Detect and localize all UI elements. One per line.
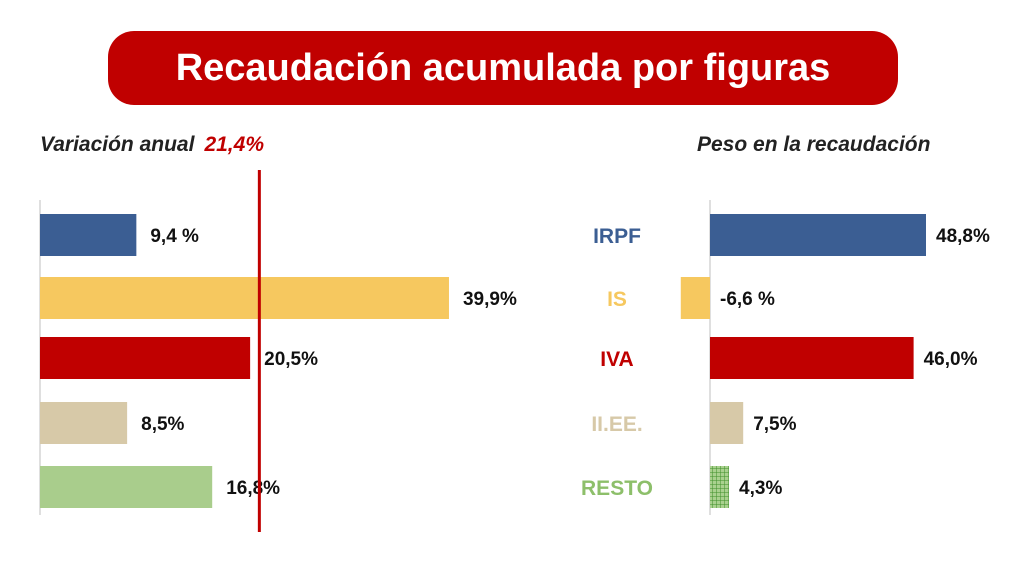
left-value-label: 20,5% [264, 349, 318, 370]
chart-title: Recaudación acumulada por figuras [175, 46, 831, 89]
left-bar-iiee [40, 402, 128, 444]
right-value-label: 48,8% [936, 226, 990, 247]
right-bar-irpf [710, 214, 926, 256]
category-label: RESTO [581, 477, 653, 500]
right-value-label: 4,3% [739, 478, 782, 499]
left-bar-irpf [40, 214, 137, 256]
left-value-label: 8,5% [141, 414, 184, 435]
total-variation: 21,4% [204, 133, 264, 156]
left-subtitle-text: Variación anual [40, 133, 195, 156]
left-value-label: 9,4 % [150, 226, 199, 247]
category-label: IRPF [593, 225, 641, 248]
right-subtitle: Peso en la recaudación [697, 133, 931, 156]
left-bar-is [40, 277, 449, 319]
left-bar-resto [40, 466, 213, 508]
right-bar-resto [710, 466, 730, 508]
right-value-label: -6,6 % [720, 289, 775, 310]
left-bar-iva [40, 337, 251, 379]
right-bar-iva [710, 337, 914, 379]
category-label: IVA [600, 348, 633, 371]
category-label: II.EE. [591, 413, 642, 436]
title-banner: Recaudación acumulada por figuras [108, 31, 898, 105]
right-bar-is [680, 277, 710, 319]
left-subtitle: Variación anual 21,4% [40, 133, 264, 157]
category-label: IS [607, 288, 627, 311]
right-value-label: 7,5% [753, 414, 796, 435]
left-value-label: 16,8% [226, 478, 280, 499]
right-value-label: 46,0% [924, 349, 978, 370]
left-value-label: 39,9% [463, 289, 517, 310]
right-bar-iiee [710, 402, 744, 444]
